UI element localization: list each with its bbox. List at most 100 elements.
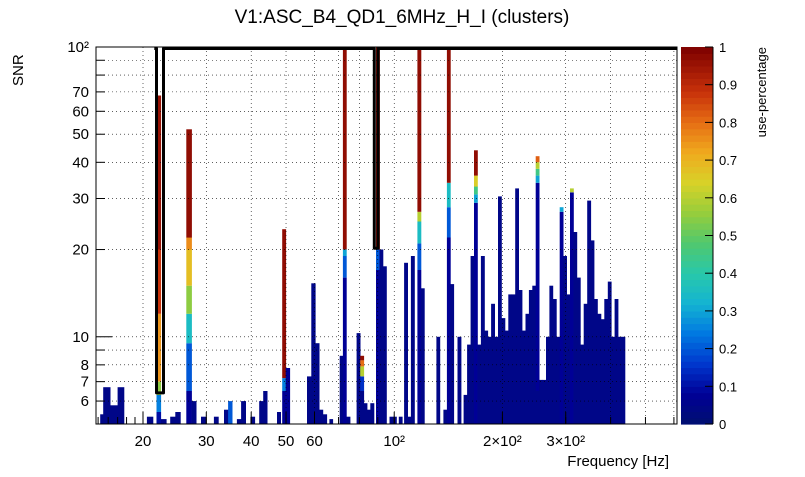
- heatmap-cell: [339, 355, 344, 424]
- y-tick-label: 20: [72, 242, 89, 259]
- palette-swatch: [681, 204, 713, 211]
- heatmap-cell: [389, 416, 394, 424]
- heatmap-cell: [457, 336, 462, 424]
- heatmap-cell: [360, 366, 365, 377]
- palette-swatch: [681, 380, 713, 387]
- heatmap-cell: [191, 401, 197, 424]
- heatmap-cell: [103, 387, 111, 424]
- heatmap-cell: [484, 330, 489, 424]
- heatmap-cell: [549, 285, 554, 424]
- heatmap-cell: [467, 344, 471, 424]
- heatmap-cell: [594, 299, 598, 424]
- heatmap-cell: [370, 403, 375, 424]
- palette-swatch: [681, 266, 713, 274]
- heatmap-cell: [614, 299, 619, 424]
- palette-swatch: [681, 210, 713, 218]
- heatmap-cell: [186, 249, 192, 286]
- heatmap-cell: [535, 391, 540, 424]
- outline-path: [154, 47, 677, 395]
- x-tick-label: 50: [278, 433, 295, 450]
- heatmap-cell: [379, 249, 384, 424]
- palette-swatch: [681, 135, 713, 142]
- heatmap-cell: [382, 266, 387, 424]
- palette-swatch: [681, 241, 713, 249]
- heatmap-cell: [282, 391, 287, 424]
- heatmap-cell: [110, 405, 118, 424]
- heatmap-cell: [213, 416, 219, 424]
- heatmap-cell: [186, 285, 192, 314]
- heatmap-cell: [515, 188, 519, 424]
- color-palette: 0 0.1 0.2 0.3 0.4 0.5 0.6 0.7 0.8 0.9 1: [681, 40, 737, 432]
- palette-tick-label: 1: [719, 40, 726, 55]
- heatmap-cell: [156, 95, 162, 250]
- palette-swatch: [681, 273, 713, 281]
- heatmap-cell: [570, 192, 574, 424]
- heatmap-cell: [576, 277, 581, 424]
- heatmap-cell: [342, 256, 347, 278]
- heatmap-cell: [315, 343, 320, 424]
- palette-swatch: [681, 317, 713, 325]
- y-axis-label: SNR: [10, 54, 27, 86]
- heatmap-cell: [186, 313, 192, 344]
- heatmap-cell: [417, 270, 422, 424]
- heatmap-cell: [474, 194, 478, 203]
- heatmap-cell: [508, 294, 513, 424]
- heatmap-cell: [356, 333, 361, 424]
- heatmap-cell: [566, 294, 571, 424]
- heatmap-cell: [552, 299, 557, 424]
- heatmap-cell: [186, 237, 192, 250]
- heatmap-cell: [393, 416, 397, 424]
- heatmap-cell: [307, 376, 312, 424]
- heatmap-cell: [436, 336, 441, 424]
- heatmap-cell: [559, 207, 564, 212]
- palette-tick-label: 0.8: [719, 115, 737, 130]
- heatmap-cell: [363, 403, 368, 424]
- heatmap-cell: [474, 150, 478, 176]
- heatmap-cell: [342, 47, 347, 250]
- y-axis: 6 78 10 20 30 40 50 60 70 10²: [67, 39, 112, 410]
- x-tick-label: 3×10²: [546, 433, 585, 450]
- heatmap-cell: [170, 416, 176, 424]
- heatmap-cell: [360, 391, 365, 424]
- heatmap-cell: [228, 401, 233, 424]
- x-tick-label: 10²: [383, 433, 405, 450]
- palette-swatch: [681, 72, 713, 79]
- palette-swatch: [681, 141, 713, 149]
- palette-swatch: [681, 47, 713, 54]
- heatmap-cell: [518, 290, 523, 424]
- heatmap-cell: [450, 284, 455, 424]
- palette-tick-label: 0.6: [719, 191, 737, 206]
- heatmap-cell: [474, 175, 478, 187]
- palette-swatch: [681, 172, 713, 180]
- palette-swatch: [681, 329, 713, 337]
- palette-swatch: [681, 292, 713, 299]
- heatmap-cell: [420, 288, 425, 424]
- heatmap-cell: [546, 336, 550, 424]
- heatmap-cell: [525, 313, 530, 424]
- heatmap-cell: [342, 249, 347, 256]
- y-tick-label: 6: [81, 393, 89, 410]
- heatmap-cell: [600, 319, 605, 424]
- heatmap-cell: [407, 416, 412, 424]
- heatmap-cell: [319, 409, 324, 424]
- heatmap-cell: [410, 256, 415, 424]
- heatmap-cell: [539, 379, 543, 424]
- palette-swatch: [681, 91, 713, 98]
- palette-swatch: [681, 153, 713, 161]
- heatmap-cell: [498, 196, 502, 424]
- heatmap-cell: [277, 412, 281, 424]
- heatmap-cell: [491, 303, 495, 424]
- palette-swatch: [681, 411, 713, 419]
- palette-swatch: [681, 103, 713, 111]
- palette-swatch: [681, 417, 713, 425]
- palette-swatch: [681, 367, 713, 375]
- heatmap-cell: [342, 277, 347, 424]
- heatmap-cell: [446, 182, 451, 208]
- heatmap-cell: [604, 299, 609, 424]
- palette-swatch: [681, 285, 713, 293]
- palette-swatch: [681, 128, 713, 136]
- y-tick-label: 50: [72, 126, 89, 143]
- palette-swatch: [681, 323, 713, 331]
